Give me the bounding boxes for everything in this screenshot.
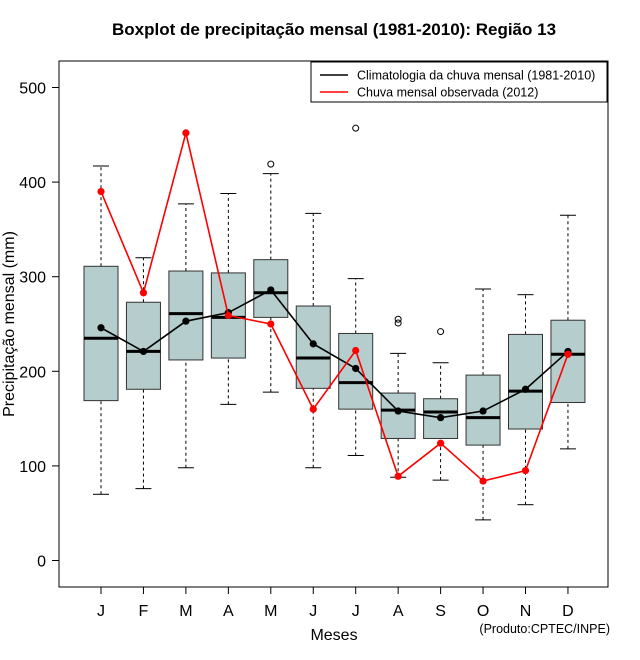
box-11 xyxy=(508,294,543,506)
box-4 xyxy=(210,192,246,405)
iqr-box xyxy=(168,270,204,361)
series-point xyxy=(352,364,360,373)
box-8 xyxy=(380,315,416,478)
plot-frame xyxy=(58,60,609,588)
series-point xyxy=(139,289,148,297)
x-tick-label: M xyxy=(179,603,192,620)
y-tick-label: 100 xyxy=(19,459,46,476)
series-point xyxy=(394,472,402,480)
box-7 xyxy=(338,124,374,456)
series-point xyxy=(521,467,530,475)
boxes-layer xyxy=(83,124,586,521)
series-point xyxy=(267,320,275,328)
series-line xyxy=(100,132,569,482)
series-point xyxy=(437,439,445,447)
box-3 xyxy=(168,203,204,469)
y-axis: 0 100 200 300 400 500 xyxy=(19,80,59,571)
x-tick-label: S xyxy=(435,603,446,620)
series-observed-2012 xyxy=(97,129,572,485)
series-point xyxy=(182,129,190,137)
outlier-point xyxy=(394,315,402,323)
series-point xyxy=(267,286,275,294)
series-point xyxy=(97,187,105,196)
y-tick-label: 300 xyxy=(19,270,46,287)
series-point xyxy=(479,477,487,485)
x-tick-label: F xyxy=(139,603,149,620)
outlier-point xyxy=(352,124,360,132)
x-axis-label: Meses xyxy=(310,627,357,644)
x-tick-label: D xyxy=(562,603,574,620)
series-point xyxy=(182,317,190,325)
legend-label: Climatologia da chuva mensal (1981-2010) xyxy=(357,69,595,83)
series-point xyxy=(309,405,317,413)
legend: Climatologia da chuva mensal (1981-2010)… xyxy=(310,61,608,103)
series-point xyxy=(437,414,445,422)
y-tick-label: 0 xyxy=(37,554,46,571)
series-point xyxy=(97,324,105,332)
outlier-point xyxy=(437,328,445,336)
box-12 xyxy=(550,214,586,450)
legend-label: Chuva mensal observada (2012) xyxy=(357,86,538,100)
series-point xyxy=(139,347,148,356)
legend-box xyxy=(310,61,608,103)
series-point xyxy=(352,346,360,355)
series-point xyxy=(564,350,572,358)
iqr-box xyxy=(125,301,161,390)
x-tick-label: J xyxy=(309,603,317,620)
y-tick-label: 200 xyxy=(19,364,46,381)
box-9 xyxy=(423,328,459,481)
series-point xyxy=(224,311,232,320)
series-point xyxy=(309,340,317,348)
box-5 xyxy=(253,160,289,393)
series-point xyxy=(394,407,402,415)
outlier-point xyxy=(394,319,402,327)
y-tick-label: 400 xyxy=(19,175,46,192)
y-tick-label: 500 xyxy=(19,80,46,97)
credit-text: (Produto:CPTEC/INPE) xyxy=(479,622,610,636)
series-point xyxy=(521,385,530,393)
x-tick-label: N xyxy=(520,603,532,620)
x-tick-label: A xyxy=(393,603,404,620)
iqr-box xyxy=(83,265,119,402)
series-point xyxy=(479,407,487,415)
x-tick-label: A xyxy=(223,603,234,620)
series-layer xyxy=(97,129,572,485)
outlier-point xyxy=(267,160,275,168)
x-tick-label: O xyxy=(477,603,489,620)
x-tick-label: M xyxy=(264,603,277,620)
iqr-box xyxy=(508,333,543,430)
x-tick-label: J xyxy=(352,603,360,620)
series-line xyxy=(100,288,569,419)
y-axis-label: Precipitação mensal (mm) xyxy=(1,231,18,417)
x-tick-label: J xyxy=(97,603,105,620)
chart-title: Boxplot de precipitação mensal (1981-201… xyxy=(112,20,556,39)
